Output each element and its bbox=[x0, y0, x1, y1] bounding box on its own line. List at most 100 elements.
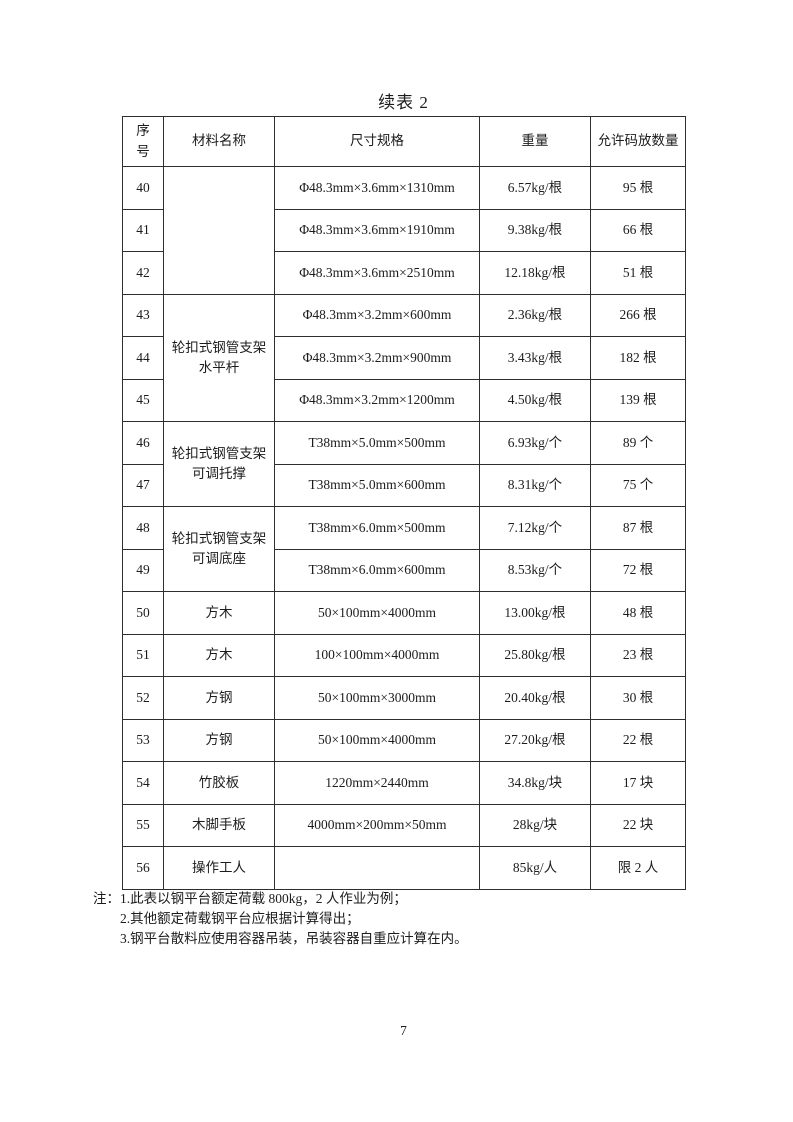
cell-size-spec: 50×100mm×3000mm bbox=[274, 676, 480, 720]
cell-serial-number: 55 bbox=[122, 803, 164, 847]
cell-weight: 34.8kg/块 bbox=[479, 761, 591, 805]
material-name-text: 可调托撑 bbox=[192, 466, 246, 481]
table-row: 46 轮扣式钢管支架 可调托撑 T38mm×5.0mm×500mm 6.93kg/个 89… bbox=[122, 421, 686, 507]
table-row: 43 轮扣式钢管支架 水平杆 Φ48.3mm×3.2mm×600mm 2.36kg/根 2… bbox=[122, 293, 686, 422]
notes-list: 1.此表以钢平台额定荷载 800kg，2 人作业为例； 2.其他额定荷载钢平台应根… bbox=[120, 889, 468, 949]
cell-allowed-quantity: 限 2 人 bbox=[590, 846, 686, 890]
column-header-text: 材料名称 bbox=[192, 133, 246, 149]
material-name-text: 可调底座 bbox=[192, 551, 246, 566]
cell-allowed-quantity: 266 根 bbox=[590, 293, 686, 337]
table-row: 49 T38mm×6.0mm×600mm 8.53kg/个 72 根 bbox=[122, 548, 686, 592]
table-row: 54 竹胶板 1220mm×2440mm 34.8kg/块 17 块 bbox=[122, 761, 686, 805]
cell-allowed-quantity: 95 根 bbox=[590, 166, 686, 210]
cell-material-name: 方木 bbox=[163, 633, 275, 677]
material-name-text: 方钢 bbox=[205, 732, 233, 748]
table-row: 44 Φ48.3mm×3.2mm×900mm 3.43kg/根 182 根 bbox=[122, 336, 686, 380]
table-body: 40 Φ48.3mm×3.6mm×1310mm 6.57kg/根 95 根 41 Φ48.… bbox=[122, 166, 686, 890]
cell-material-name: 竹胶板 bbox=[163, 761, 275, 805]
cell-material-name: 轮扣式钢管支架 可调底座 bbox=[163, 506, 275, 592]
column-header: 材料名称 bbox=[163, 116, 275, 167]
cell-weight: 6.57kg/根 bbox=[479, 166, 591, 210]
page-title: 续表 2 bbox=[378, 93, 429, 112]
table-header-row: 序号 材料名称 尺寸规格 重量 允许码放数量 bbox=[122, 116, 686, 167]
column-header-text: 尺寸规格 bbox=[350, 133, 404, 149]
cell-size-spec: 50×100mm×4000mm bbox=[274, 591, 480, 635]
column-header-text: 重量 bbox=[521, 133, 549, 149]
cell-serial-number: 44 bbox=[122, 336, 164, 380]
material-name-text: 轮扣式钢管支架 bbox=[171, 339, 267, 355]
material-name-text: 方钢 bbox=[205, 689, 233, 705]
note-item: 3.钢平台散料应使用容器吊装，吊装容器自重应计算在内。 bbox=[120, 931, 468, 946]
cell-size-spec bbox=[274, 846, 480, 890]
material-name-text: 操作工人 bbox=[192, 859, 246, 875]
column-header: 序号 bbox=[122, 116, 164, 167]
cell-allowed-quantity: 22 块 bbox=[590, 803, 686, 847]
cell-allowed-quantity: 48 根 bbox=[590, 591, 686, 635]
cell-weight: 9.38kg/根 bbox=[479, 208, 591, 252]
note-item: 1.此表以钢平台额定荷载 800kg，2 人作业为例； bbox=[120, 891, 407, 906]
table-row: 50 方木 50×100mm×4000mm 13.00kg/根 48 根 bbox=[122, 591, 686, 635]
cell-allowed-quantity: 66 根 bbox=[590, 208, 686, 252]
cell-allowed-quantity: 89 个 bbox=[590, 421, 686, 465]
cell-size-spec: 1220mm×2440mm bbox=[274, 761, 480, 805]
cell-serial-number: 46 bbox=[122, 421, 164, 465]
cell-weight: 8.53kg/个 bbox=[479, 548, 591, 592]
cell-serial-number: 41 bbox=[122, 208, 164, 252]
cell-material-name: 轮扣式钢管支架 水平杆 bbox=[163, 293, 275, 422]
cell-weight: 13.00kg/根 bbox=[479, 591, 591, 635]
table-row: 53 方钢 50×100mm×4000mm 27.20kg/根 22 根 bbox=[122, 718, 686, 762]
column-header-text: 号 bbox=[136, 143, 150, 159]
column-header: 允许码放数量 bbox=[590, 116, 686, 167]
cell-size-spec: T38mm×5.0mm×600mm bbox=[274, 463, 480, 507]
material-name-text: 轮扣式钢管支架 bbox=[171, 445, 267, 461]
column-header: 尺寸规格 bbox=[274, 116, 480, 167]
cell-weight: 8.31kg/个 bbox=[479, 463, 591, 507]
cell-weight: 27.20kg/根 bbox=[479, 718, 591, 762]
cell-allowed-quantity: 87 根 bbox=[590, 506, 686, 550]
cell-serial-number: 53 bbox=[122, 718, 164, 762]
cell-size-spec: T38mm×5.0mm×500mm bbox=[274, 421, 480, 465]
cell-size-spec: Φ48.3mm×3.2mm×900mm bbox=[274, 336, 480, 380]
cell-allowed-quantity: 182 根 bbox=[590, 336, 686, 380]
material-name-text: 竹胶板 bbox=[198, 774, 240, 790]
material-name-text: 水平杆 bbox=[198, 359, 240, 375]
cell-serial-number: 52 bbox=[122, 676, 164, 720]
cell-size-spec: Φ48.3mm×3.6mm×2510mm bbox=[274, 251, 480, 295]
cell-serial-number: 42 bbox=[122, 251, 164, 295]
cell-serial-number: 50 bbox=[122, 591, 164, 635]
notes-label: 注： bbox=[93, 891, 120, 906]
cell-weight: 7.12kg/个 bbox=[479, 506, 591, 550]
cell-allowed-quantity: 75 个 bbox=[590, 463, 686, 507]
table-row: 41 Φ48.3mm×3.6mm×1910mm 9.38kg/根 66 根 bbox=[122, 208, 686, 252]
cell-size-spec: 4000mm×200mm×50mm bbox=[274, 803, 480, 847]
materials-table: 序号 材料名称 尺寸规格 重量 允许码放数量 40 Φ48.3mm×3.6mm×1310m… bbox=[122, 116, 686, 890]
cell-allowed-quantity: 23 根 bbox=[590, 633, 686, 677]
cell-weight: 2.36kg/根 bbox=[479, 293, 591, 337]
cell-size-spec: 100×100mm×4000mm bbox=[274, 633, 480, 677]
column-header-text: 允许码放数量 bbox=[597, 133, 679, 149]
cell-material-name: 轮扣式钢管支架 可调托撑 bbox=[163, 421, 275, 507]
cell-serial-number: 40 bbox=[122, 166, 164, 210]
cell-serial-number: 47 bbox=[122, 463, 164, 507]
column-header-text: 序 bbox=[136, 123, 150, 139]
material-name-text: 方木 bbox=[205, 604, 233, 620]
cell-material-name: 木脚手板 bbox=[163, 803, 275, 847]
page-number: 7 bbox=[400, 1023, 407, 1038]
cell-size-spec: Φ48.3mm×3.2mm×1200mm bbox=[274, 378, 480, 422]
cell-weight: 20.40kg/根 bbox=[479, 676, 591, 720]
table-row: 56 操作工人 85kg/人限 2 人 bbox=[122, 846, 686, 890]
material-name-text: 轮扣式钢管支架 bbox=[171, 530, 267, 546]
cell-material-name: 操作工人 bbox=[163, 846, 275, 890]
cell-serial-number: 48 bbox=[122, 506, 164, 550]
cell-serial-number: 54 bbox=[122, 761, 164, 805]
cell-allowed-quantity: 72 根 bbox=[590, 548, 686, 592]
cell-weight: 85kg/人 bbox=[479, 846, 591, 890]
cell-size-spec: 50×100mm×4000mm bbox=[274, 718, 480, 762]
cell-weight: 6.93kg/个 bbox=[479, 421, 591, 465]
cell-material-name bbox=[163, 166, 275, 295]
cell-serial-number: 43 bbox=[122, 293, 164, 337]
cell-weight: 28kg/块 bbox=[479, 803, 591, 847]
cell-material-name: 方木 bbox=[163, 591, 275, 635]
table-row: 45 Φ48.3mm×3.2mm×1200mm 4.50kg/根 139 根 bbox=[122, 378, 686, 422]
cell-serial-number: 56 bbox=[122, 846, 164, 890]
